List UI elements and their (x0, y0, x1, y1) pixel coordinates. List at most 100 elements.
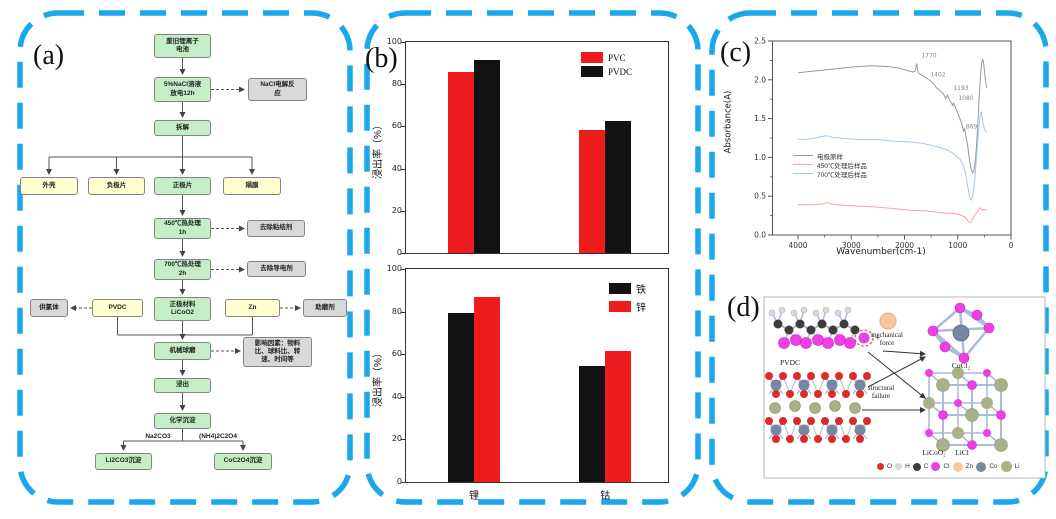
cl-atom (812, 334, 824, 346)
y-tick-mark (401, 168, 406, 170)
flow-node-nacl-discharge: 5%NaCl溶液 放电12h (154, 77, 211, 102)
peak-annotation: 869 (966, 124, 978, 131)
o-atom (807, 417, 815, 425)
ftir-legend-line-raw (793, 154, 813, 157)
o-atom (849, 417, 857, 425)
cl-atom (925, 429, 933, 437)
atom-legend-label: Zn (965, 463, 974, 470)
x-tick-label: 3000 (842, 241, 861, 250)
co-atom (826, 424, 838, 436)
atom-legend: O H C Cl Zn Co Li (877, 461, 1020, 472)
o-atom (765, 372, 773, 380)
flow-node-remove-binder: 去除粘结剂 (247, 220, 305, 237)
y-tick-mark (401, 210, 406, 212)
o-atom (772, 435, 780, 443)
o-atom (863, 372, 871, 380)
y-tick-label: 0.5 (754, 192, 766, 201)
o-atom (828, 390, 836, 398)
li-atom (965, 408, 979, 422)
flow-node-cathode-sheet: 正极片 (154, 177, 211, 195)
bar-PVDC-group1 (473, 59, 500, 253)
co-atom (952, 324, 970, 342)
li-atom (994, 438, 1008, 452)
o-atom (786, 390, 794, 398)
molecular-diagram-svg: + (763, 296, 1046, 479)
panel-a-label: (a) (33, 40, 65, 71)
cl-atom (939, 341, 951, 353)
o-atom (842, 435, 850, 443)
cl-atom (967, 380, 977, 390)
y-tick-label: 20 (391, 434, 402, 444)
panel-d-label: (d) (727, 292, 760, 323)
flow-node-ball-milling: 机械球磨 (154, 342, 211, 360)
c-atom (773, 319, 783, 329)
y-tick-mark (401, 482, 406, 483)
cl-atom (790, 334, 802, 346)
li-atom (809, 402, 821, 414)
x-tick-label: 0 (1009, 241, 1014, 250)
bar-锌-group2 (605, 351, 632, 482)
flowchart-arrows-svg (46, 58, 301, 451)
co-atom (854, 424, 866, 436)
li-atom (994, 378, 1008, 392)
li-atom (952, 367, 964, 379)
y-tick-mark (401, 84, 406, 86)
ftir-legend-line-700 (793, 172, 813, 175)
h-atom (790, 309, 798, 317)
flow-node-chlorine-donor: 供氯体 (30, 299, 68, 317)
ftir-curve-450℃处理后样品 (798, 201, 987, 224)
panel-b-border (364, 10, 701, 505)
legend-label-fe: 铁 (636, 285, 646, 296)
bar-PVC-group1 (447, 71, 474, 253)
y-tick-label: 2.5 (754, 37, 766, 46)
ftir-curve-700℃处理后样品 (797, 111, 987, 202)
cl-atom (927, 325, 939, 337)
flow-node-influence-factors: 影响因素：物料 比、球料比、转 速、时间等 (243, 337, 312, 367)
legend-swatch-pvc (580, 52, 603, 63)
licoo2-label: LiCoO₂ (922, 448, 946, 457)
o-atom (856, 390, 864, 398)
cl-atom (925, 369, 933, 377)
o-atom (821, 372, 829, 380)
cocl2-edge (932, 307, 961, 332)
flow-node-waste-battery: 废旧锂离子 电池 (154, 34, 211, 58)
c-atom (806, 325, 816, 335)
y-tick-label: 80 (391, 306, 402, 316)
mechanical-force-label: mechanical force (871, 331, 903, 347)
c-atom (850, 325, 860, 335)
li-atom (936, 438, 950, 452)
h-atom (844, 306, 852, 314)
flow-node-chemical-precipitation: 化学沉淀 (154, 413, 211, 429)
cl-atom (822, 337, 834, 349)
bar-chart-top-plot: PVC PVDC 0 20 40 60 80 100 (387, 37, 669, 257)
y-tick-label: 1.0 (754, 153, 766, 162)
flowchart: 废旧锂离子 电池 5%NaCl溶液 放电12h NaCl电解反 应 拆解 外壳 … (15, 10, 360, 510)
cl-atom (958, 352, 970, 364)
y-tick-label: 80 (391, 79, 402, 89)
legend-label-zn: 锌 (636, 303, 646, 314)
legend-swatch-zn (609, 301, 631, 312)
y-tick-mark (401, 253, 406, 254)
peak-annotation: 1193 (953, 85, 968, 92)
co-legend-dot (976, 461, 987, 472)
legend-label-pvdc: PVDC (607, 66, 632, 77)
co-atom (854, 379, 866, 391)
flow-node-anode-sheet: 负极片 (88, 177, 145, 195)
flow-branch-label-oxalate: (NH4)2C2O4 (199, 433, 237, 440)
bar-锌-group1 (473, 296, 500, 482)
y-tick-mark (401, 396, 406, 398)
ftir-plot-svg: 4000 3000 2000 1000 0 0.0 0.5 1.0 1.5 2.0 2.5 1770 1… (754, 37, 1014, 251)
cl-atom (938, 410, 948, 420)
co-atom (770, 379, 782, 391)
cl-atom (971, 309, 983, 321)
bar-铁-group2 (579, 365, 606, 482)
cl-atom (778, 337, 790, 349)
flow-node-nacl-electrolysis: NaCl电解反 应 (248, 78, 307, 101)
x-category-label: 锂 (468, 491, 479, 502)
flow-node-heat-700: 700℃热处理 2h (154, 259, 211, 280)
h-atom (800, 306, 808, 314)
bar-top-legend: PVC PVDC (580, 52, 632, 77)
c-atom (795, 319, 805, 329)
